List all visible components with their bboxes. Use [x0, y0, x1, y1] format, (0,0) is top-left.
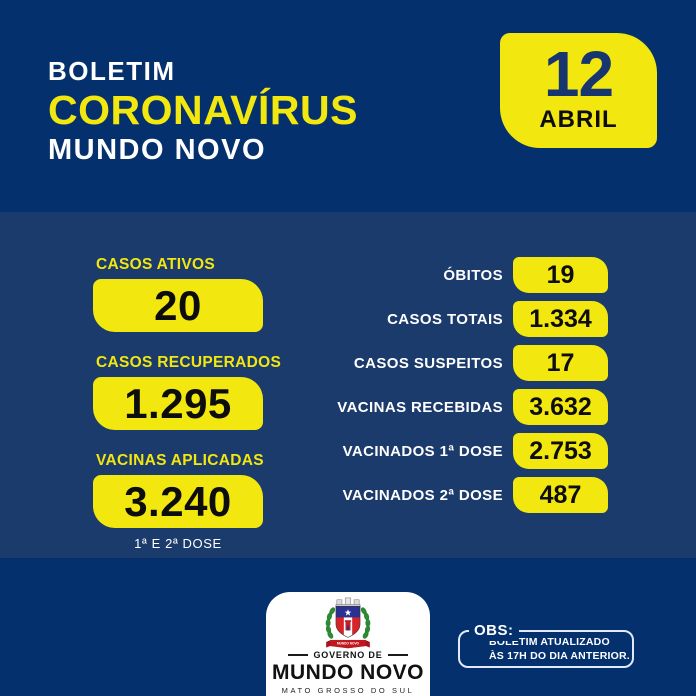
stat-value-box: 3.632: [513, 389, 608, 425]
stat-value-box: 1.334: [513, 301, 608, 337]
stat-label: CASOS TOTAIS: [387, 310, 503, 328]
stat-value: 17: [546, 348, 575, 377]
stat-value-box: 20: [93, 279, 263, 332]
stat-label: VACINADOS 1ª DOSE: [342, 442, 503, 460]
crest-crown: [335, 597, 361, 608]
stat-value: 3.632: [529, 392, 592, 421]
stat-label: VACINAS APLICADAS: [96, 452, 264, 469]
obs-line2: ÀS 17H DO DIA ANTERIOR.: [489, 649, 630, 662]
crest-ribbon: MUNDO NOVO: [326, 639, 370, 649]
stat-value: 1.295: [124, 379, 232, 427]
stat-label: ÓBITOS: [443, 266, 503, 284]
left-stats-column: CASOS ATIVOS 20 CASOS RECUPERADOS 1.295 …: [93, 256, 282, 573]
header-city: MUNDO NOVO: [48, 134, 266, 167]
gov-eyebrow: GOVERNO DE: [288, 650, 408, 660]
stat-label: CASOS SUSPEITOS: [353, 354, 503, 372]
stat-recovered-cases: CASOS RECUPERADOS 1.295: [93, 354, 282, 430]
date-month: ABRIL: [539, 105, 618, 133]
obs-note-box: OBS: BOLETIM ATUALIZADO ÀS 17H DO DIA AN…: [458, 621, 634, 668]
stat-value-box: 17: [513, 345, 608, 381]
stat-row-vaccines-received: VACINAS RECEBIDAS 3.632: [0, 389, 608, 425]
city-crest-icon: MUNDO NOVO: [325, 597, 371, 649]
government-logo-card: MUNDO NOVO GOVERNO DE MUNDO NOVO MATO GR…: [266, 592, 430, 696]
crest-ribbon-text: MUNDO NOVO: [337, 642, 360, 646]
right-stats-column: ÓBITOS 19 CASOS TOTAIS 1.334 CASOS SUSPE…: [0, 257, 608, 521]
stat-value-box: 2.753: [513, 433, 608, 469]
header-boletim: BOLETIM: [48, 56, 176, 86]
stat-value: 2.753: [529, 436, 592, 465]
stat-row-vaccinated-second-dose: VACINADOS 2ª DOSE 487: [0, 477, 608, 513]
stat-value: 19: [546, 260, 575, 289]
stat-value: 20: [154, 281, 202, 329]
stat-row-vaccinated-first-dose: VACINADOS 1ª DOSE 2.753: [0, 433, 608, 469]
gov-name: MUNDO NOVO: [272, 661, 424, 684]
stat-label: VACINAS RECEBIDAS: [337, 398, 503, 416]
header: BOLETIM CORONAVÍRUS MUNDO NOVO: [48, 57, 358, 167]
stat-label: CASOS ATIVOS: [96, 256, 216, 273]
obs-line1: BOLETIM ATUALIZADO: [489, 636, 610, 648]
stat-label: VACINADOS 2ª DOSE: [342, 486, 503, 504]
crest-branch-left: [325, 607, 336, 639]
stat-row-total-cases: CASOS TOTAIS 1.334: [0, 301, 608, 337]
stat-active-cases: CASOS ATIVOS 20: [93, 256, 263, 332]
crest-branch-right: [360, 607, 371, 639]
stat-label: CASOS RECUPERADOS: [96, 354, 282, 371]
stat-value: 487: [539, 480, 582, 509]
stat-value-box: 1.295: [93, 377, 263, 430]
stat-value: 1.334: [529, 304, 592, 333]
stat-row-suspected-cases: CASOS SUSPEITOS 17: [0, 345, 608, 381]
stat-vaccines-applied: VACINAS APLICADAS 3.240 1ª E 2ª DOSE: [93, 452, 264, 551]
gov-eyebrow-text: GOVERNO DE: [313, 650, 383, 660]
obs-text: BOLETIM ATUALIZADO ÀS 17H DO DIA ANTERIO…: [460, 632, 632, 663]
date-badge: 12 ABRIL: [500, 33, 657, 148]
stat-value-box: 3.240: [93, 475, 263, 528]
crest-shield: [335, 606, 361, 638]
stat-value-box: 19: [513, 257, 608, 293]
gov-state: MATO GROSSO DO SUL: [281, 686, 415, 695]
stat-value-box: 487: [513, 477, 608, 513]
eyebrow-rule-left: [288, 654, 309, 656]
eyebrow-rule-right: [387, 654, 408, 656]
header-coronavirus: CORONAVÍRUS: [48, 87, 358, 134]
stat-note-doses: 1ª E 2ª DOSE: [134, 536, 222, 551]
obs-title: OBS:: [469, 621, 519, 641]
stat-value: 3.240: [124, 477, 232, 525]
date-day: 12: [543, 38, 614, 111]
stat-row-deaths: ÓBITOS 19: [0, 257, 608, 293]
